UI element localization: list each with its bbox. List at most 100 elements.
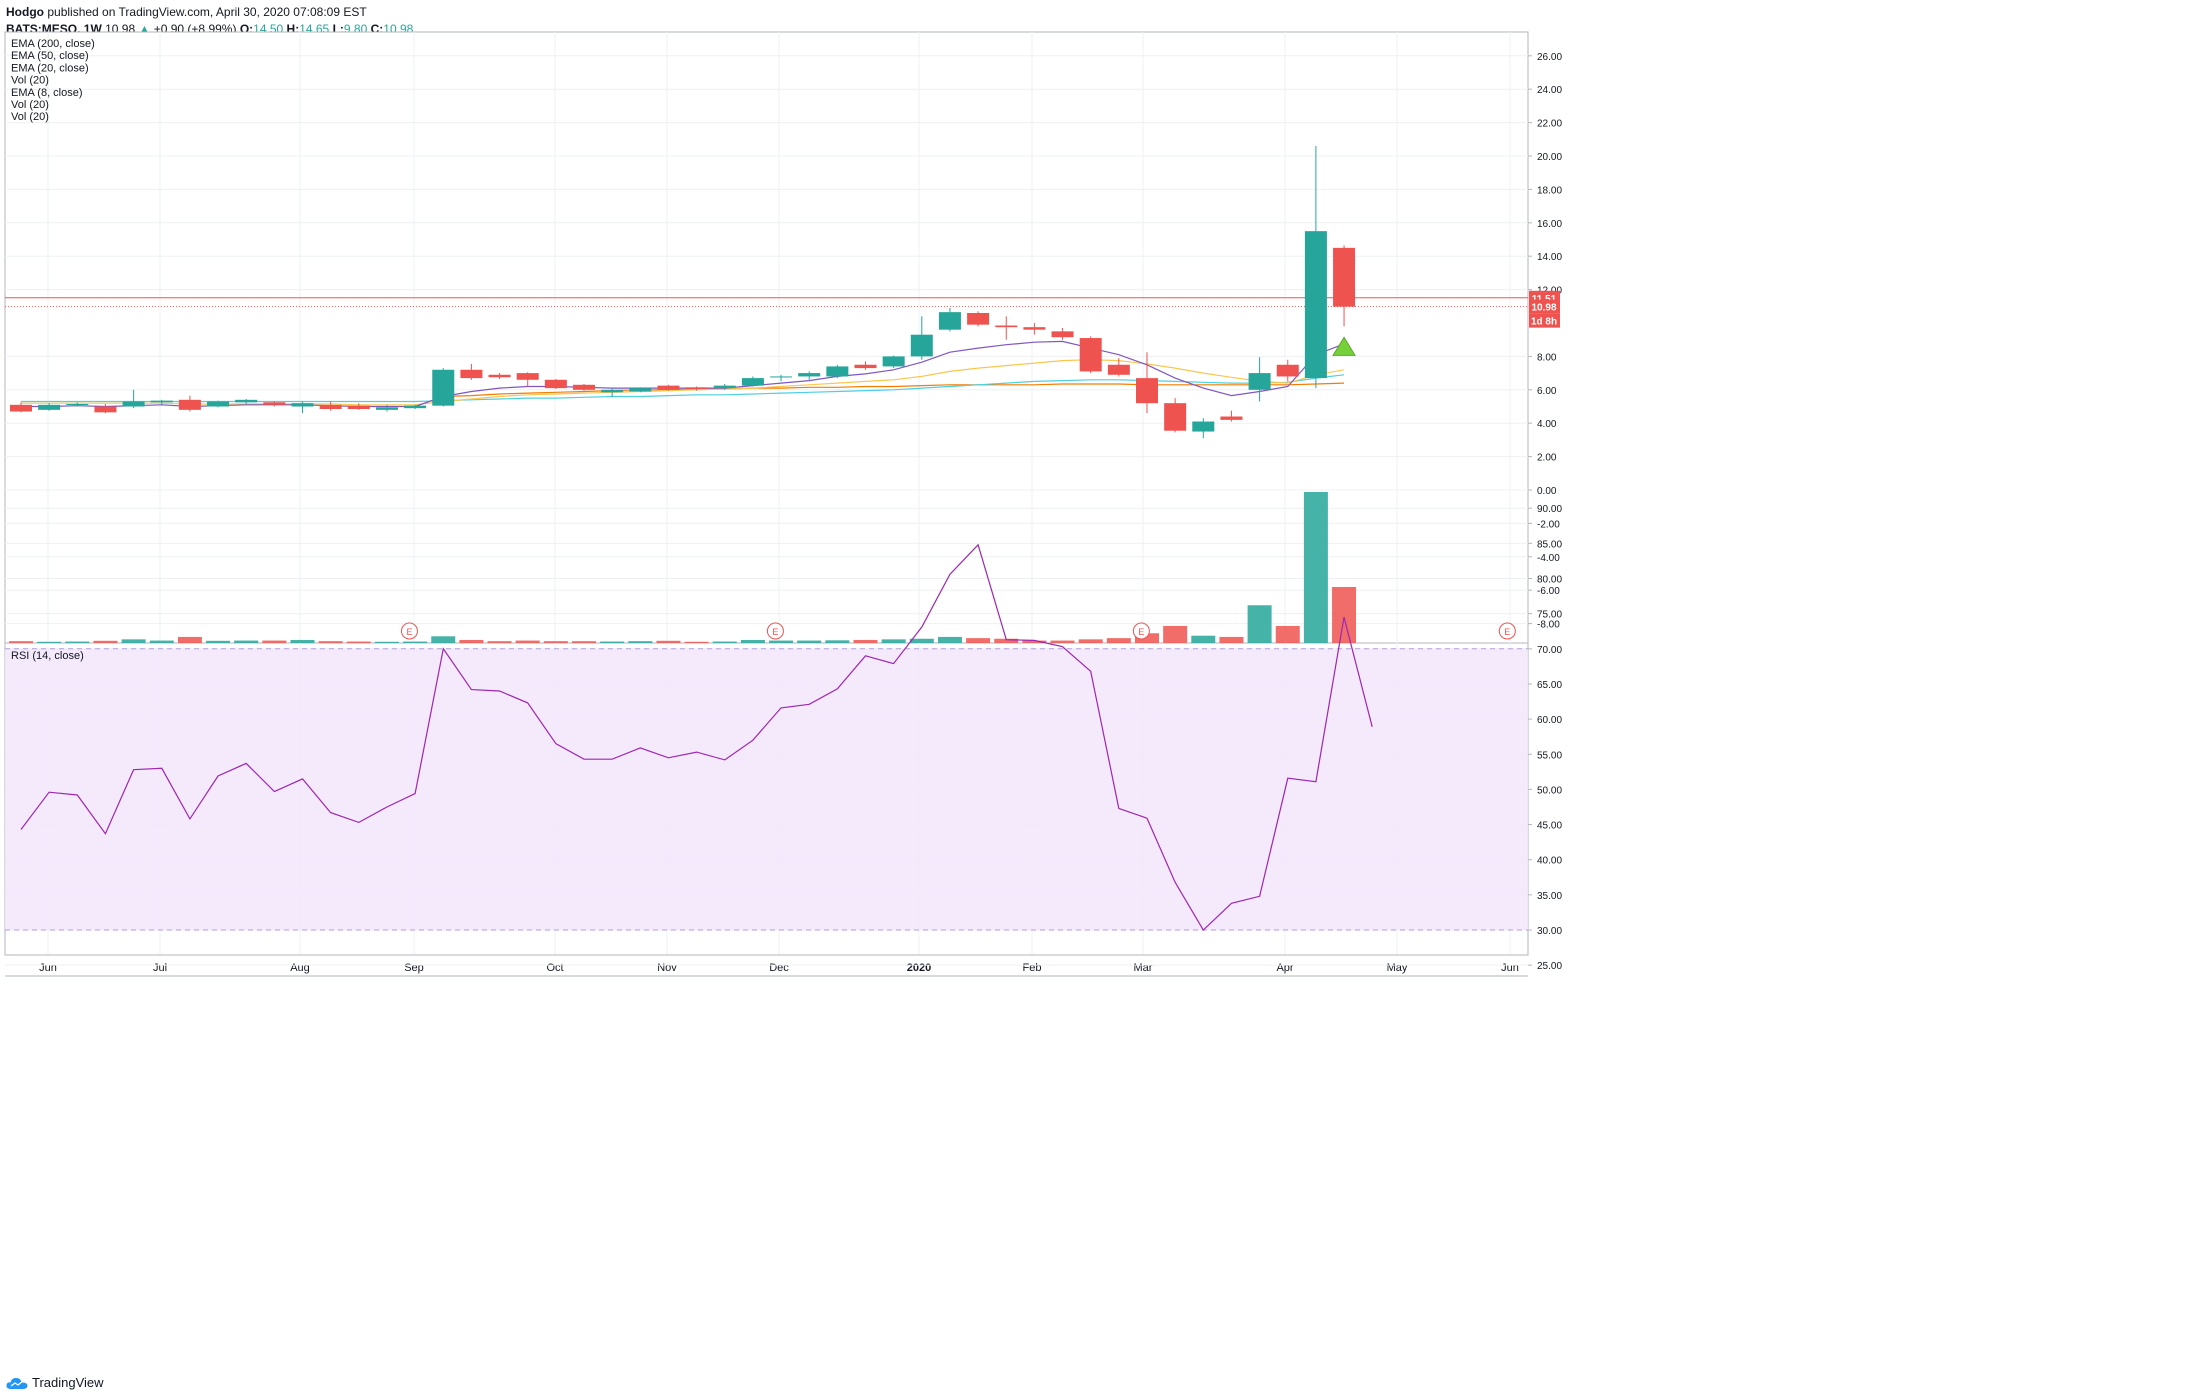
price-tag-text: 11.51: [1532, 294, 1557, 305]
candle-body: [770, 376, 793, 378]
candle-body: [347, 405, 370, 410]
rsi-title: RSI (14, close): [11, 650, 84, 662]
y-tick-label: 2.00: [1537, 453, 1557, 464]
rsi-y-tick-label: 85.00: [1537, 539, 1562, 550]
volume-bar: [1275, 625, 1300, 643]
earnings-label: E: [1138, 627, 1144, 637]
candle-body: [1248, 373, 1271, 390]
y-tick-label: -2.00: [1537, 519, 1560, 530]
tradingview-logo[interactable]: TradingView: [6, 1375, 104, 1391]
volume-bar: [909, 638, 934, 643]
indicator-label: EMA (50, close): [11, 50, 89, 62]
rsi-line: [20, 543, 1373, 931]
volume-bar: [37, 641, 62, 643]
y-tick-label: 16.00: [1537, 219, 1562, 230]
volume-bar: [177, 636, 202, 643]
volume-bar: [262, 640, 287, 643]
indicator-label: Vol (20): [11, 99, 49, 111]
rsi-y-tick-label: 90.00: [1537, 504, 1562, 515]
volume-bar: [937, 636, 962, 643]
x-tick-label: Feb: [1023, 962, 1042, 974]
candle-body: [122, 401, 145, 407]
rsi-y-tick-label: 35.00: [1537, 891, 1562, 902]
volume-bar: [1219, 636, 1244, 643]
volume-bar: [1247, 605, 1272, 643]
rsi-y-tick-label: 50.00: [1537, 785, 1562, 796]
volume-bar: [600, 641, 625, 643]
candle-body: [910, 334, 933, 357]
volume-bar: [1303, 492, 1328, 643]
indicator-label: EMA (20, close): [11, 62, 89, 74]
volume-bar: [853, 639, 878, 643]
volume-bar: [374, 641, 399, 643]
rsi-y-tick-label: 65.00: [1537, 680, 1562, 691]
candle-body: [882, 356, 905, 367]
candle-body: [375, 407, 398, 410]
candle-body: [1192, 421, 1215, 432]
x-tick-label: Jul: [153, 962, 167, 974]
volume-bar: [769, 640, 794, 643]
indicator-label: EMA (200, close): [11, 38, 95, 50]
x-tick-label: Apr: [1276, 962, 1293, 974]
rsi-y-tick-label: 30.00: [1537, 926, 1562, 937]
low-label: L:: [332, 22, 344, 36]
x-tick-label: Sep: [404, 962, 424, 974]
volume-bar: [121, 639, 146, 643]
volume-bar: [994, 638, 1019, 643]
volume-bar: [543, 641, 568, 643]
rsi-y-tick-label: 45.00: [1537, 821, 1562, 832]
rsi-y-tick-label: 75.00: [1537, 610, 1562, 621]
volume-bar: [656, 640, 681, 643]
y-tick-label: -8.00: [1537, 620, 1560, 631]
y-tick-label: 20.00: [1537, 152, 1562, 163]
x-tick-label: May: [1387, 962, 1408, 974]
price-tag: 1d 8h: [1529, 313, 1560, 328]
volume-bar: [318, 641, 343, 643]
volume-bar: [712, 641, 737, 643]
x-tick-label: Nov: [657, 962, 677, 974]
volume-bar: [459, 639, 484, 643]
candle-body: [94, 406, 117, 413]
candle-body: [938, 312, 961, 330]
earnings-marker: [1132, 622, 1150, 640]
candle-body: [10, 404, 32, 412]
volume-bar: [684, 641, 709, 643]
volume-bar: [1163, 625, 1188, 643]
volume-bar: [1332, 586, 1357, 643]
y-tick-label: 8.00: [1537, 352, 1557, 363]
candle-body: [319, 404, 342, 410]
candle-body: [1333, 247, 1356, 307]
rsi-y-tick-label: 25.00: [1537, 961, 1562, 972]
price-tag-bg: [1529, 313, 1560, 328]
candle-body: [207, 401, 230, 407]
x-tick-label: Oct: [546, 962, 563, 974]
indicator-label: Vol (20): [11, 75, 49, 87]
rsi-y-tick-label: 80.00: [1537, 575, 1562, 586]
candle-body: [263, 402, 286, 405]
volume-bar: [206, 640, 231, 643]
candle-body: [629, 388, 652, 392]
ema8-line: [21, 340, 1345, 408]
volume-bar: [403, 641, 428, 643]
rsi-y-tick-label: 55.00: [1537, 750, 1562, 761]
candle-body: [601, 389, 624, 393]
candle-body: [573, 384, 595, 390]
indicator-label: EMA (8, close): [11, 87, 83, 99]
volume-bar: [65, 641, 90, 643]
volume-bar: [93, 640, 118, 643]
candle-body: [798, 373, 821, 377]
price-tag-bg: [1529, 299, 1560, 314]
candle-body: [713, 385, 736, 389]
candle-body: [516, 373, 539, 380]
candle-body: [488, 374, 511, 378]
volume-bar: [572, 641, 596, 643]
x-tick-label: Aug: [290, 962, 310, 974]
volume-bar: [966, 638, 991, 643]
candle-body: [854, 364, 877, 369]
triangle-marker: [1332, 336, 1356, 356]
candle-body: [1107, 364, 1130, 375]
indicator-label: Vol (20): [11, 111, 49, 123]
volume-bar: [1050, 640, 1075, 643]
ema20-line: [21, 359, 1345, 406]
